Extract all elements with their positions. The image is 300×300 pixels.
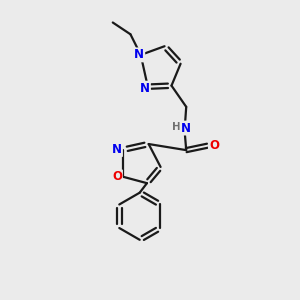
Text: N: N — [181, 122, 190, 134]
Text: O: O — [209, 139, 219, 152]
Text: H: H — [172, 122, 181, 132]
Text: N: N — [134, 48, 144, 62]
Text: O: O — [112, 170, 122, 183]
Text: N: N — [112, 143, 122, 156]
Text: N: N — [140, 82, 150, 95]
